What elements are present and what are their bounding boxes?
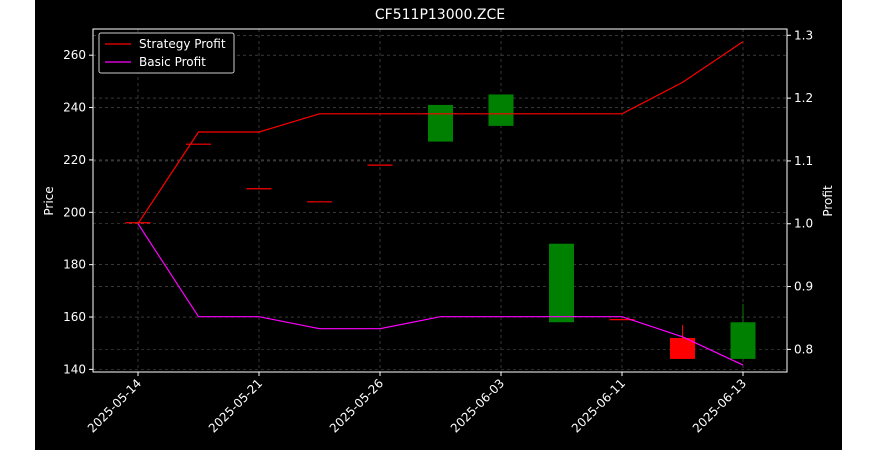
y2-tick-label: 1.1 — [794, 154, 813, 168]
x-tick-label: 2025-05-21 — [206, 376, 265, 435]
profit-lines — [137, 41, 744, 366]
x-axis-ticks: 2025-05-14 2025-05-21 2025-05-26 2025-06-03… — [85, 372, 749, 435]
x-tick-label: 2025-05-14 — [85, 376, 144, 435]
y2-axis-ticks: 0.8 0.9 1.0 1.1 1.2 1.3 — [787, 28, 813, 356]
x-tick-label: 2025-05-26 — [327, 376, 386, 435]
x-tick-label: 2025-06-11 — [569, 376, 628, 435]
y2-tick-label: 0.9 — [794, 280, 813, 294]
y-axis-ticks: 140 160 180 200 220 240 260 — [63, 48, 93, 376]
chart-figure: CF511P13000.ZCE 140 160 180 200 220 240 260 0.… — [35, 0, 842, 450]
y2-tick-label: 0.8 — [794, 342, 813, 356]
y2-tick-label: 1.3 — [794, 28, 813, 42]
candle-body — [488, 94, 514, 126]
candle-body — [670, 337, 695, 359]
candle-body — [428, 104, 453, 142]
legend-label-basic: Basic Profit — [139, 55, 206, 69]
y-tick-label: 140 — [63, 362, 86, 376]
y-tick-label: 260 — [63, 48, 86, 62]
y-tick-label: 220 — [63, 153, 86, 167]
basic-profit-line — [137, 223, 744, 366]
y2-tick-label: 1.2 — [794, 91, 813, 105]
x-tick-label: 2025-06-13 — [690, 376, 749, 435]
candle-body — [730, 322, 756, 359]
y-tick-label: 200 — [63, 205, 86, 219]
strategy-profit-line — [137, 41, 744, 225]
chart-title: CF511P13000.ZCE — [375, 7, 505, 23]
candle-body — [549, 243, 574, 323]
candlestick-chart: CF511P13000.ZCE 140 160 180 200 220 240 260 0.… — [42, 7, 835, 435]
y2-tick-label: 1.0 — [794, 217, 813, 231]
y-tick-label: 240 — [63, 101, 86, 115]
candles — [125, 94, 756, 359]
y2-axis-label: Profit — [821, 185, 835, 217]
legend: Strategy Profit Basic Profit — [98, 32, 235, 74]
y-tick-label: 180 — [63, 258, 86, 272]
plot-frame — [92, 28, 788, 373]
grid — [93, 29, 787, 372]
y-tick-label: 160 — [63, 310, 86, 324]
x-tick-label: 2025-06-03 — [448, 376, 507, 435]
legend-label-strategy: Strategy Profit — [139, 37, 226, 51]
legend-box — [98, 32, 235, 74]
y-axis-label: Price — [42, 186, 56, 215]
